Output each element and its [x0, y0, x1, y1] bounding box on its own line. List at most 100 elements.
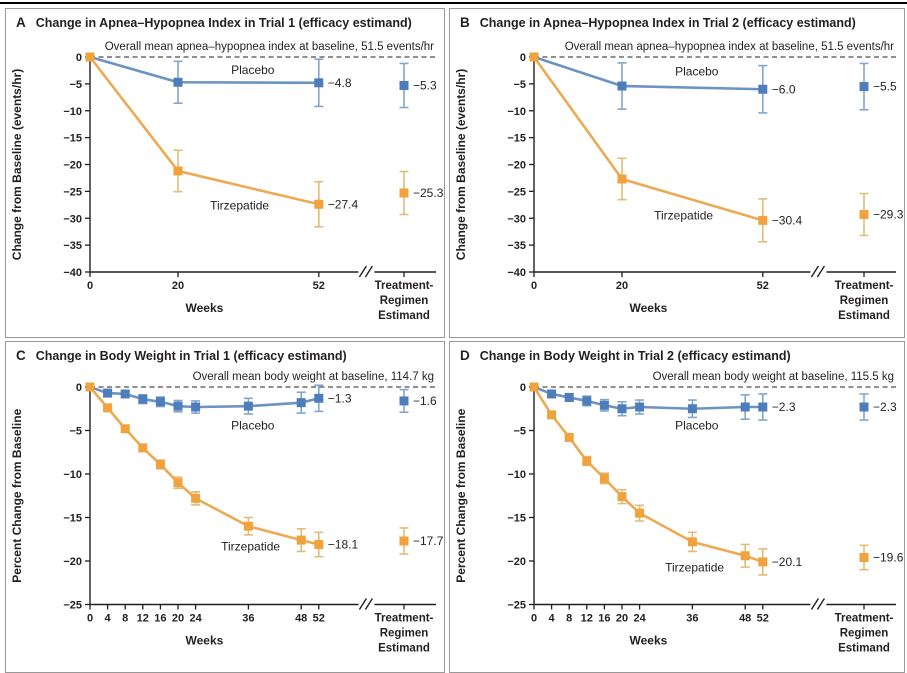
x-axis-label: Weeks [185, 301, 223, 315]
data-point-marker [314, 393, 324, 403]
panel-a: A Change in Apnea–Hypopnea Index in Tria… [5, 8, 445, 338]
series-name-label: Placebo [231, 419, 275, 433]
estimand-value-label: −2.3 [873, 400, 897, 414]
panel-b-header: B Change in Apnea–Hypopnea Index in Tria… [450, 9, 904, 31]
estimand-value-label: −5.5 [873, 80, 897, 94]
baseline-annotation: Overall mean body weight at baseline, 11… [193, 371, 434, 383]
data-point-marker [173, 166, 183, 176]
svg-text:0: 0 [76, 382, 82, 394]
panel-a-title: Change in Apnea–Hypopnea Index in Trial … [35, 16, 412, 30]
data-point-marker [547, 389, 557, 399]
y-axis-label: Change from Baseline (events/hr) [454, 69, 468, 260]
data-point-marker [85, 52, 95, 62]
end-value-label: −1.3 [328, 391, 352, 405]
svg-text:−20: −20 [507, 160, 526, 172]
svg-text:20: 20 [616, 613, 628, 625]
svg-text:0: 0 [520, 52, 526, 64]
chart-a: Overall mean apnea–hypopnea index at bas… [10, 41, 444, 322]
svg-text:0: 0 [531, 280, 537, 292]
axes: 0−5−10−15−20−250 4 8 12 16 20 24 36 48 52 [507, 382, 896, 625]
data-point-marker [191, 493, 201, 503]
data-point-marker [314, 539, 324, 549]
data-point-marker [296, 398, 306, 408]
estimand-axis-label: Regimen [840, 295, 889, 307]
end-value-label: −27.4 [328, 197, 359, 211]
estimand-value-label: −17.7 [413, 534, 444, 548]
series-tirzepatide: Tirzepatide −27.4 −25.3 [85, 52, 444, 228]
panel-b-letter: B [460, 15, 470, 30]
end-value-label: −18.1 [328, 537, 359, 551]
svg-text:−20: −20 [63, 160, 82, 172]
estimand-point-marker [399, 80, 409, 90]
svg-text:−5: −5 [513, 79, 526, 91]
svg-text:24: 24 [633, 613, 646, 625]
estimand-value-label: −5.3 [413, 78, 437, 92]
end-value-label: −30.4 [772, 213, 803, 227]
svg-text:−40: −40 [507, 267, 526, 279]
axes: 0 −5 −10 −15 −20 −25 −30 −35 −40 0 20 52 [507, 52, 896, 292]
svg-text:8: 8 [122, 613, 128, 625]
series-name-label: Placebo [675, 64, 719, 78]
panel-a-letter: A [16, 15, 26, 30]
data-point-marker [617, 174, 627, 184]
series-name-label: Tirzepatide [210, 199, 269, 213]
panel-c-header: C Change in Body Weight in Trial 1 (effi… [6, 342, 444, 364]
baseline-annotation: Overall mean apnea–hypopnea index at bas… [565, 41, 894, 53]
svg-text:52: 52 [757, 613, 769, 625]
y-axis-label: Change from Baseline (events/hr) [10, 69, 24, 260]
data-point-marker [243, 521, 253, 531]
svg-text:12: 12 [581, 613, 593, 625]
svg-text:−20: −20 [507, 556, 526, 568]
top-rule [0, 2, 907, 4]
svg-text:−25: −25 [63, 186, 82, 198]
data-point-marker [564, 392, 574, 402]
estimand-axis-label: Treatment- [835, 280, 894, 292]
estimand-point-marker [859, 209, 869, 219]
data-point-marker [314, 78, 324, 88]
svg-text:0: 0 [520, 382, 526, 394]
svg-text:−15: −15 [63, 513, 82, 525]
chart-b: Overall mean apnea–hypopnea index at bas… [454, 41, 904, 322]
data-point-marker [547, 410, 557, 420]
data-point-marker [582, 396, 592, 406]
series-name-label: Tirzepatide [654, 208, 713, 222]
svg-text:−5: −5 [69, 79, 82, 91]
svg-text:0: 0 [87, 280, 93, 292]
series-placebo: Placebo −1.3 −1.6 [85, 382, 437, 433]
data-point-marker [243, 401, 253, 411]
data-point-marker [191, 402, 201, 412]
data-point-marker [617, 404, 627, 414]
estimand-axis-label: Estimand [838, 310, 890, 322]
series-name-label: Placebo [675, 419, 719, 433]
svg-text:8: 8 [566, 613, 572, 625]
data-point-marker [155, 397, 165, 407]
data-point-marker [155, 459, 165, 469]
svg-text:−40: −40 [63, 267, 82, 279]
estimand-value-label: −1.6 [413, 394, 437, 408]
y-axis-label: Percent Change from Baseline [454, 408, 468, 582]
baseline-annotation: Overall mean body weight at baseline, 11… [653, 371, 894, 383]
estimand-axis-label: Estimand [378, 643, 430, 655]
svg-text:−10: −10 [63, 106, 82, 118]
svg-text:36: 36 [686, 613, 698, 625]
data-point-marker [635, 508, 645, 518]
data-point-marker [173, 77, 183, 87]
chart-d: Overall mean body weight at baseline, 11… [454, 371, 904, 655]
data-point-marker [687, 404, 697, 414]
chart-c: Overall mean body weight at baseline, 11… [10, 371, 444, 655]
estimand-value-label: −25.3 [413, 186, 444, 200]
svg-text:−10: −10 [507, 106, 526, 118]
data-point-marker [617, 492, 627, 502]
svg-text:−15: −15 [507, 513, 526, 525]
svg-text:−5: −5 [513, 426, 526, 438]
svg-text:−10: −10 [507, 469, 526, 481]
data-point-marker [120, 389, 130, 399]
data-point-marker [138, 443, 148, 453]
svg-text:−35: −35 [63, 240, 82, 252]
svg-text:12: 12 [137, 613, 149, 625]
axis-break-mark [358, 598, 367, 610]
panel-d-header: D Change in Body Weight in Trial 2 (effi… [450, 342, 904, 364]
data-point-marker [173, 478, 183, 488]
svg-text:−30: −30 [507, 213, 526, 225]
end-value-label: −4.8 [328, 76, 352, 90]
